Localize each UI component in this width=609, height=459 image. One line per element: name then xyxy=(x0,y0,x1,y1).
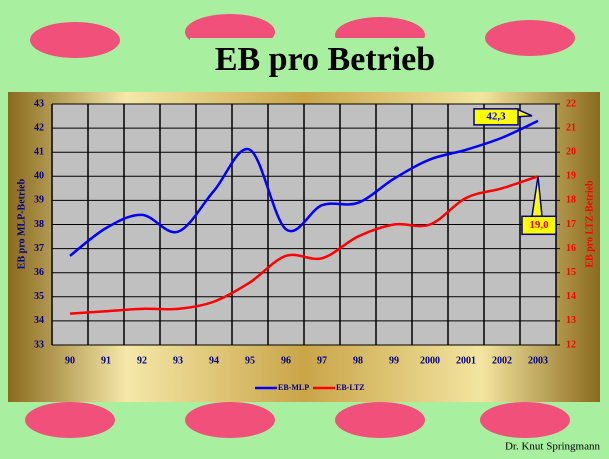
annotation-text: 19,0 xyxy=(529,219,549,231)
slide: EB pro Betrieb EB pro MLP-Betrieb EB pro… xyxy=(0,0,609,459)
x-tick-label: 99 xyxy=(389,355,399,366)
y2-tick-label: 19 xyxy=(566,171,576,182)
y-tick-label: 36 xyxy=(34,267,44,278)
x-tick-label: 93 xyxy=(173,355,183,366)
y-tick-label: 40 xyxy=(34,171,44,182)
y2-tick-label: 22 xyxy=(566,98,576,109)
y-tick-label: 43 xyxy=(34,98,44,109)
chart-title: EB pro Betrieb xyxy=(215,41,435,78)
y2-tick-label: 20 xyxy=(566,146,576,157)
y2-tick-label: 14 xyxy=(566,291,576,302)
x-tick-label: 2003 xyxy=(528,355,548,366)
x-tick-label: 2002 xyxy=(492,355,512,366)
footer: Dr. Knut Springmann xyxy=(505,441,601,453)
y-tick-label: 42 xyxy=(34,122,44,133)
y-axis-label: EB pro MLP-Betrieb xyxy=(16,178,27,269)
y2-axis-label: EB pro LTZ-Betrieb xyxy=(584,180,595,268)
x-tick-label: 2001 xyxy=(456,355,476,366)
x-tick-label: 94 xyxy=(209,355,219,366)
y2-tick-label: 17 xyxy=(566,219,576,230)
y2-tick-label: 15 xyxy=(566,267,576,278)
x-tick-label: 98 xyxy=(353,355,363,366)
y2-tick-label: 18 xyxy=(566,195,576,206)
y2-tick-label: 16 xyxy=(566,243,576,254)
x-tick-label: 2000 xyxy=(420,355,440,366)
legend-label: EB-LTZ xyxy=(336,383,365,392)
y2-tick-label: 13 xyxy=(566,315,576,326)
annotation-text: 42,3 xyxy=(486,110,506,122)
legend-label: EB-MLP xyxy=(278,383,309,392)
y-tick-label: 34 xyxy=(34,315,44,326)
x-tick-label: 92 xyxy=(137,355,147,366)
y-tick-label: 37 xyxy=(34,243,44,254)
x-tick-label: 95 xyxy=(245,355,255,366)
y-tick-label: 35 xyxy=(34,291,44,302)
x-tick-label: 96 xyxy=(281,355,291,366)
y-tick-label: 38 xyxy=(34,219,44,230)
y-tick-label: 33 xyxy=(34,339,44,350)
x-tick-label: 91 xyxy=(101,355,111,366)
x-tick-label: 90 xyxy=(65,355,75,366)
y2-tick-label: 21 xyxy=(566,122,576,133)
y2-tick-label: 12 xyxy=(566,339,576,350)
y-tick-label: 39 xyxy=(34,195,44,206)
x-tick-label: 97 xyxy=(317,355,327,366)
y-tick-label: 41 xyxy=(34,146,44,157)
